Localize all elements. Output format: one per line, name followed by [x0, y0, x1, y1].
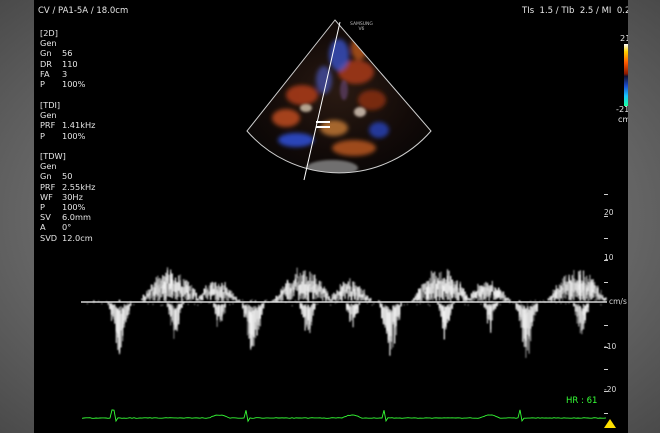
sweep-marker: [604, 419, 616, 428]
scale-tick: [604, 260, 608, 261]
color-scale-min: -21.0: [616, 104, 628, 114]
vendor-mark: SAMSUNG V6: [350, 22, 373, 32]
param-row: P 100%: [40, 79, 86, 90]
params-tdw: [TDW] Gen Gn 50 PRF 2.55kHz WF 30Hz P 100% S…: [40, 151, 95, 243]
param-row: Gn 50: [40, 171, 73, 182]
scale-tick: [604, 413, 608, 414]
params-tdw-mode: Gen: [40, 161, 57, 172]
ecg-trace: [81, 409, 607, 423]
exam-preset-info: CV / PA1-5A / 18.0cm: [38, 6, 129, 16]
vendor-name: SAMSUNG: [350, 22, 373, 27]
param-row: DR 110: [40, 58, 78, 69]
ultrasound-display: CV / PA1-5A / 18.0cm TIs 1.5 / TIb 2.5 /…: [34, 0, 628, 433]
scale-tick: [604, 369, 608, 370]
scale-tick: [604, 282, 608, 283]
param-row: SV 6.0mm: [40, 212, 91, 223]
tick-label: -10: [604, 342, 617, 351]
param-row: WF 30Hz: [40, 191, 83, 202]
scale-tick: [604, 238, 608, 239]
params-2d: [2D] Gen Gn 56 DR 110 FA 3 P 100%: [40, 28, 85, 89]
param-row: PRF 1.41kHz: [40, 120, 96, 131]
param-row: FA 3: [40, 68, 68, 79]
tick-label: cm/s: [609, 297, 627, 306]
params-tdw-title: [TDW]: [40, 151, 66, 161]
scale-tick: [604, 391, 608, 392]
params-tdi: [TDI] Gen PRF 1.41kHz P 100%: [40, 100, 95, 141]
color-scale-max: 21.0: [620, 33, 628, 43]
param-row: A 0°: [40, 222, 72, 233]
scale-tick: [604, 194, 608, 195]
params-tdi-mode: Gen: [40, 110, 57, 121]
tick-label: 10: [604, 253, 614, 262]
tdw-spectral-doppler: [81, 267, 616, 428]
scale-tick: [604, 325, 608, 326]
echo-sector-image: [246, 19, 432, 181]
color-scale-unit: cm/s: [618, 114, 628, 124]
param-row: Gn 56: [40, 48, 73, 59]
vendor-model: V6: [358, 27, 365, 32]
tick-label: 20: [604, 208, 614, 217]
scale-tick: [604, 347, 608, 348]
params-tdi-title: [TDI]: [40, 100, 61, 110]
scale-tick: [604, 216, 608, 217]
heart-rate: HR : 61: [566, 396, 598, 406]
params-2d-mode: Gen: [40, 38, 57, 49]
param-row: PRF 2.55kHz: [40, 181, 96, 192]
thermal-mechanical-index: TIs 1.5 / TIb 2.5 / MI 0.27: [522, 6, 628, 16]
param-row: P 100%: [40, 130, 86, 141]
param-row: P 100%: [40, 202, 86, 213]
color-velocity-bar: [624, 44, 628, 106]
tick-label: -20: [604, 385, 617, 394]
param-row: SVD 12.0cm: [40, 232, 93, 243]
params-2d-title: [2D]: [40, 28, 58, 38]
